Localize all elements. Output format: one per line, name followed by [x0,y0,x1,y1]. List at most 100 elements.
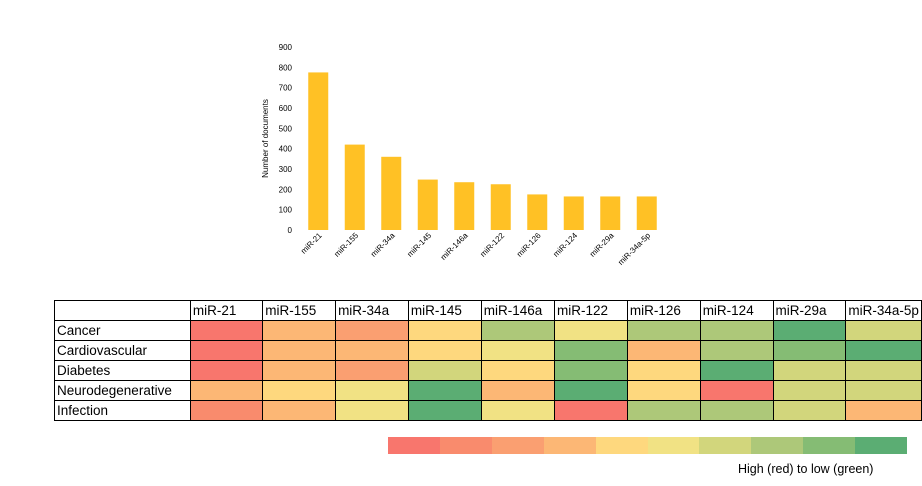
heatmap-cell [626,340,701,361]
color-scale-swatch [388,437,440,454]
column-header: miR-146a [480,300,556,321]
heatmap-cell [626,320,701,341]
bar [417,179,438,230]
y-tick-labels: 0 100 200 300 400 500 600 700 800 900 [279,43,293,235]
heatmap-cell [626,360,701,381]
heatmap-cell [772,360,847,381]
heatmap-cell [262,340,337,361]
color-scale-swatch [595,437,648,454]
y-tick-label: 100 [279,206,293,215]
bar [636,196,657,230]
heatmap-cell [189,320,264,341]
heatmap-cell [189,400,264,421]
row-label: Infection [54,400,191,421]
y-tick-label: 200 [279,185,293,194]
heatmap-row: Diabetes [54,360,922,381]
column-header: miR-155 [262,300,337,321]
y-tick-label: 400 [279,145,293,154]
bar [381,156,402,230]
y-tick-label: 0 [288,226,293,235]
heatmap-row: Neurodegenerative [54,380,922,401]
x-tick-labels: miR-21 miR-155 miR-34a miR-145 miR-146a miR-1… [299,231,652,267]
heatmap-cell [845,400,922,421]
y-tick-label: 300 [279,165,293,174]
bar-chart: Number of documents 0 100 200 300 400 500 600 7… [261,43,657,267]
y-tick-label: 500 [279,124,293,133]
y-tick-label: 800 [279,63,293,72]
x-tick-label: miR-146a [439,231,470,262]
x-tick-label: miR-29a [588,231,616,259]
heatmap-header-row: miR-21 miR-155 miR-34a miR-145 miR-146a miR-1… [54,300,922,321]
bar [527,194,548,230]
heatmap-cell [699,380,774,401]
heatmap-cell [335,320,409,341]
x-tick-label: miR-126 [515,231,543,259]
column-header: miR-124 [699,300,774,321]
heatmap-row: Infection [54,400,922,421]
heatmap-cell [407,360,482,381]
heatmap-cell [480,320,556,341]
color-scale-swatch [803,437,856,454]
color-scale-legend [388,437,908,454]
heatmap-cell [480,360,556,381]
y-tick-label: 600 [279,104,293,113]
heatmap-cell [407,400,482,421]
heatmap-cell [626,380,701,401]
row-label: Cancer [54,320,191,341]
heatmap-cell [554,360,628,381]
column-header: miR-34a [335,300,409,321]
heatmap-cell [335,340,409,361]
color-scale-caption: High (red) to low (green) [738,462,874,476]
heatmap-cell [845,360,922,381]
x-tick-label: miR-34a [369,231,397,259]
column-header: miR-122 [554,300,628,321]
heatmap-cell [772,340,847,361]
column-header: miR-21 [189,300,264,321]
heatmap-cell [845,340,922,361]
bar [454,182,475,230]
heatmap-body: Cancer Cardiovascular Diabetes Neurodegener… [54,320,922,421]
heatmap-corner-cell [54,300,191,321]
bar [490,184,511,230]
color-scale-swatch [855,437,908,454]
heatmap-cell [845,380,922,401]
heatmap-cell [480,380,556,401]
heatmap-cell [262,380,337,401]
heatmap-cell [554,400,628,421]
heatmap-cell [480,400,556,421]
heatmap-cell [262,360,337,381]
column-header: miR-145 [407,300,482,321]
x-tick-label: miR-145 [405,231,433,259]
heatmap-cell [262,400,337,421]
heatmap-row: Cardiovascular [54,340,922,361]
row-label: Neurodegenerative [54,380,191,401]
color-scale-swatch [647,437,700,454]
y-tick-label: 900 [279,43,293,52]
heatmap-cell [699,320,774,341]
heatmap-cell [554,340,628,361]
heatmap-cell [772,400,847,421]
heatmap-cell [262,320,337,341]
heatmap-cell [407,380,482,401]
heatmap-cell [335,360,409,381]
heatmap-cell [699,340,774,361]
heatmap-cell [189,360,264,381]
heatmap-cell [407,320,482,341]
column-header: miR-29a [772,300,847,321]
heatmap-cell [772,320,847,341]
color-scale-swatch [491,437,544,454]
row-label: Diabetes [54,360,191,381]
heatmap-cell [335,400,409,421]
bar [344,144,365,230]
x-tick-label: miR-21 [299,231,324,256]
heatmap-cell [626,400,701,421]
heatmap-row: Cancer [54,320,922,341]
heatmap-cell [554,320,628,341]
bar [600,196,621,230]
color-scale-swatch [543,437,596,454]
x-tick-label: miR-124 [551,231,579,259]
heatmap-cell [772,380,847,401]
heatmap-cell [480,340,556,361]
color-scale-swatch [439,437,492,454]
color-scale-swatch [751,437,804,454]
